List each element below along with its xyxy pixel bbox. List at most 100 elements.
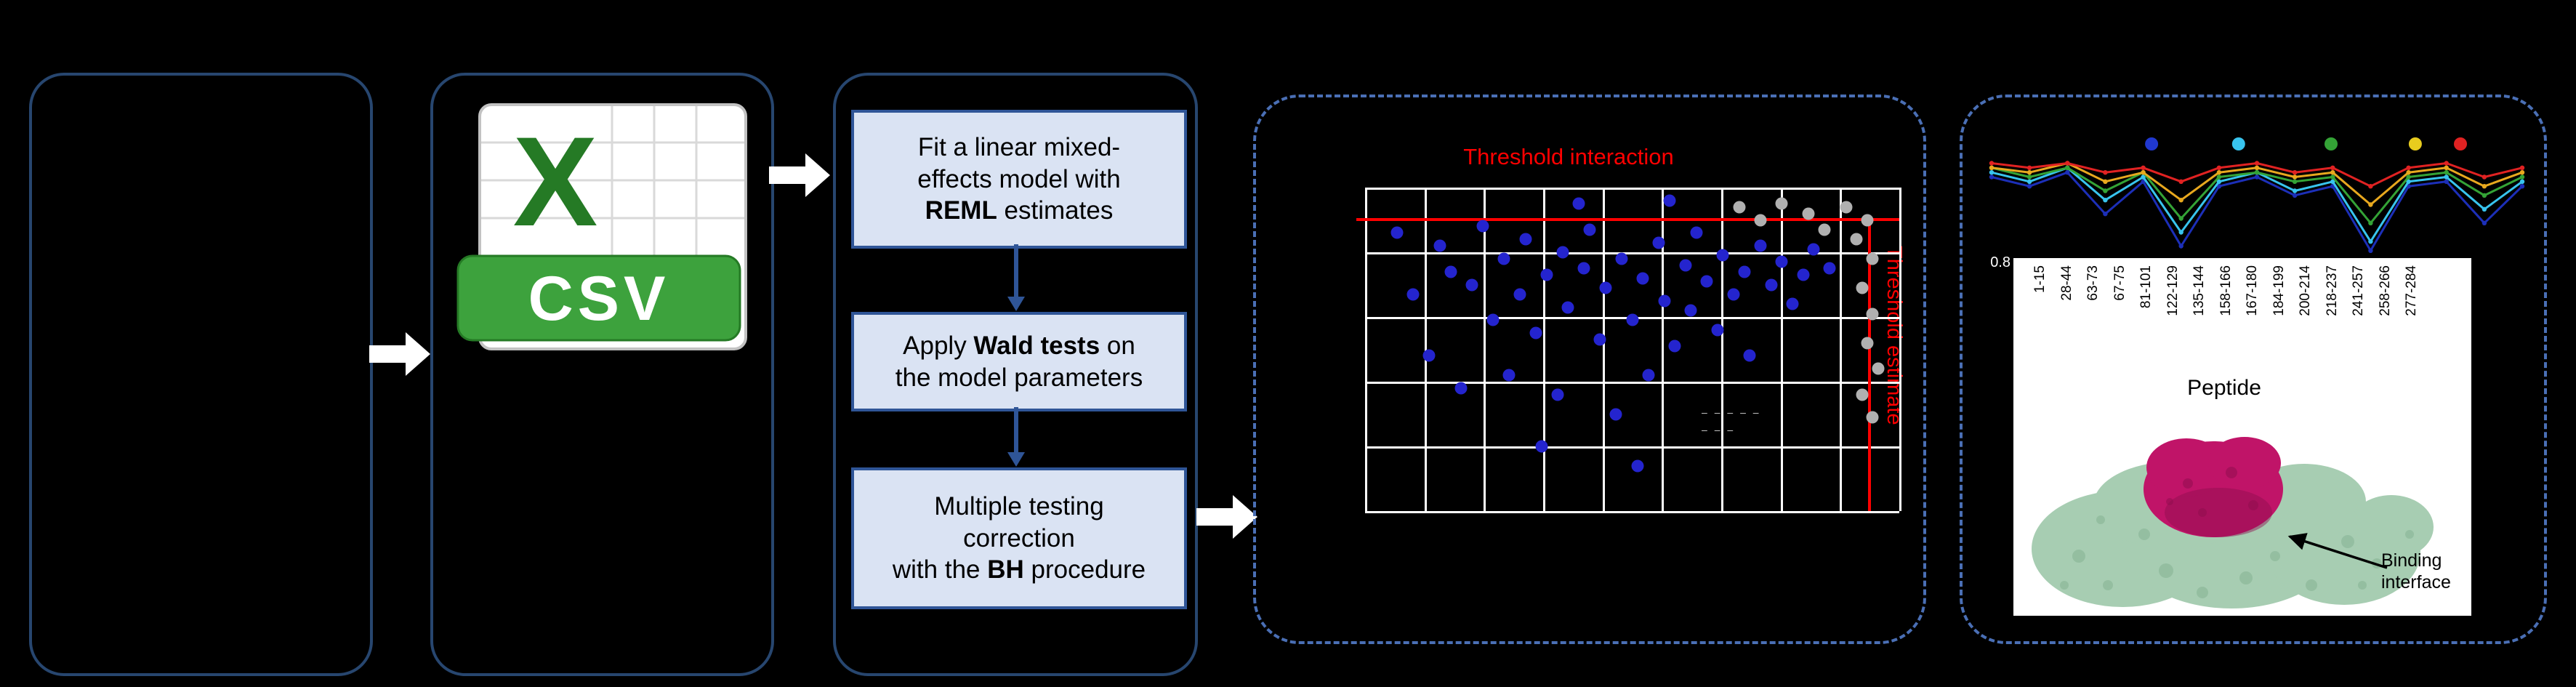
peptide-panel: 1-15 28-44 63-73 67-75 81-101 122-129 135-144 1… xyxy=(2013,258,2471,616)
step-text-bold: Wald tests xyxy=(973,332,1100,361)
binding-interface-arrow xyxy=(2287,533,2388,569)
scatter-gridline xyxy=(1365,252,1899,254)
kinetics-point xyxy=(2178,230,2183,235)
scatter-dot xyxy=(1738,265,1751,278)
panel-csv-file xyxy=(430,73,774,676)
step-text-bold: REML xyxy=(925,196,997,225)
scatter-dot xyxy=(1529,326,1542,340)
scatter-dot xyxy=(1599,281,1612,294)
kinetics-point xyxy=(2141,174,2146,180)
scatter-dot xyxy=(1754,214,1767,226)
scatter-dot xyxy=(1551,388,1564,401)
step-bh-text: Multiple testing correction with the BH … xyxy=(893,491,1146,585)
scatter-dot xyxy=(1593,333,1606,346)
kinetics-point xyxy=(2254,161,2260,166)
threshold-line-vertical xyxy=(1868,218,1872,511)
csv-grid xyxy=(481,106,744,256)
timepoint-legend-dot xyxy=(2325,137,2338,150)
connector-line xyxy=(1014,244,1018,298)
scatter-dot xyxy=(1561,301,1574,314)
kinetics-point xyxy=(2482,174,2487,180)
kinetics-point xyxy=(2178,244,2183,249)
scatter-dot xyxy=(1465,278,1478,291)
scatter-gridline xyxy=(1365,188,1899,190)
kinetics-point xyxy=(2026,174,2032,180)
kinetics-point xyxy=(2292,193,2298,198)
kinetics-point xyxy=(2216,179,2222,184)
kinetics-point xyxy=(2368,184,2373,189)
scatter-dot xyxy=(1454,382,1468,395)
scatter-dot xyxy=(1422,349,1436,362)
protein-surface-texture xyxy=(2060,515,2414,598)
kinetics-point xyxy=(2254,170,2260,175)
scatter-gridline xyxy=(1365,446,1899,449)
scatter-dot xyxy=(1615,252,1628,265)
scatter-dot xyxy=(1444,265,1457,278)
binding-interface-region xyxy=(2144,437,2283,537)
connector-line xyxy=(1014,407,1018,454)
kinetics-line-chart xyxy=(1989,137,2525,253)
peptide-tick-label: 200-214 xyxy=(2298,265,2313,316)
peptide-tick-label: 28-44 xyxy=(2058,265,2074,301)
kinetics-point xyxy=(2103,179,2108,184)
kinetics-point xyxy=(2368,220,2373,225)
kinetics-point xyxy=(1989,170,1995,175)
peptide-tick-label: 241-257 xyxy=(2351,265,2366,316)
scatter-dot xyxy=(1840,201,1852,214)
scatter-gridline xyxy=(1899,188,1901,511)
scatter-dot xyxy=(1663,194,1676,207)
scatter-dot xyxy=(1497,252,1510,265)
scatter-dot xyxy=(1476,220,1489,233)
scatter-gridline xyxy=(1424,188,1427,511)
peptide-tick-label: 277-284 xyxy=(2404,265,2419,316)
peptide-tick-label: 218-237 xyxy=(2324,265,2340,316)
scatter-dot xyxy=(1684,304,1697,317)
kinetics-point xyxy=(2216,184,2222,189)
kinetics-point xyxy=(2330,179,2335,184)
kinetics-point xyxy=(2292,170,2298,175)
threshold-line-horizontal xyxy=(1356,218,1899,222)
timepoint-legend-dot xyxy=(2408,137,2422,150)
kinetics-point xyxy=(2519,170,2525,175)
kinetics-point xyxy=(2519,165,2525,170)
scatter-dot xyxy=(1486,313,1500,326)
kinetics-point xyxy=(2444,165,2449,170)
scatter-dot xyxy=(1642,369,1655,382)
step-text-segment: Apply xyxy=(903,332,974,361)
csv-label: CSV xyxy=(528,264,670,334)
scatter-dot xyxy=(1679,259,1692,272)
kinetics-point xyxy=(2444,174,2449,180)
kinetics-point xyxy=(2216,170,2222,175)
step-text-segment: on the model parameters xyxy=(895,332,1143,392)
step-reml-box: Fit a linear mixed- effects model with R… xyxy=(851,110,1187,249)
scatter-dot xyxy=(1861,337,1874,350)
step-text-segment: estimates xyxy=(997,196,1114,225)
scatter-gridline xyxy=(1365,511,1899,513)
connector-arrowhead xyxy=(1007,297,1025,311)
scatter-dot xyxy=(1583,223,1596,236)
connector-arrow-down xyxy=(1007,244,1025,313)
panel-scatter-results xyxy=(1253,95,1926,644)
kinetics-point xyxy=(2482,193,2487,198)
scatter-dot xyxy=(1556,246,1569,259)
kinetics-ytick-label: 0.8 xyxy=(1990,254,2011,270)
scatter-dot xyxy=(1652,236,1665,249)
timepoint-legend-dot xyxy=(2145,137,2159,150)
kinetics-point xyxy=(2026,179,2032,184)
kinetics-point xyxy=(1989,165,1995,170)
kinetics-point xyxy=(2103,198,2108,203)
scatter-dot xyxy=(1754,239,1767,252)
kinetics-point xyxy=(2065,161,2070,166)
scatter-dot xyxy=(1433,239,1446,252)
kinetics-point xyxy=(2065,165,2070,170)
kinetics-point xyxy=(2103,188,2108,193)
step-text-bold: BH xyxy=(987,555,1024,584)
kinetics-point xyxy=(2330,174,2335,180)
panel-visualization xyxy=(1960,95,2547,644)
kinetics-point xyxy=(2178,198,2183,203)
peptide-tick-label: 122-129 xyxy=(2165,265,2181,316)
scatter-dot xyxy=(1866,252,1879,265)
scatter-dot xyxy=(1513,288,1526,301)
kinetics-point xyxy=(2482,220,2487,225)
